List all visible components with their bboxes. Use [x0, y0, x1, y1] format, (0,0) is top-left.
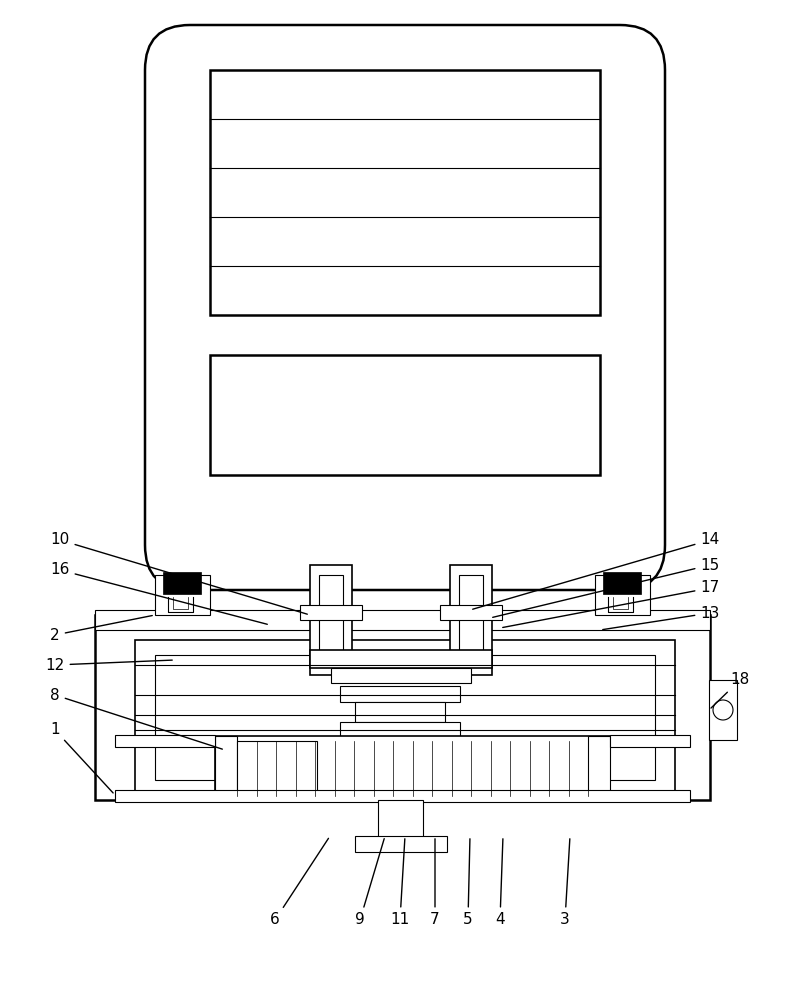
Text: 9: 9	[355, 839, 384, 928]
Bar	[115, 735, 215, 747]
Bar	[135, 640, 675, 795]
Bar	[300, 605, 362, 620]
Text: 15: 15	[493, 558, 720, 617]
Text: 7: 7	[430, 839, 440, 928]
Text: 14: 14	[473, 532, 720, 609]
Text: 3: 3	[560, 839, 570, 928]
Bar	[595, 575, 650, 615]
Bar	[378, 800, 423, 838]
Bar	[95, 610, 710, 630]
Bar	[588, 736, 610, 801]
Bar	[340, 722, 460, 736]
Text: 8: 8	[50, 688, 223, 749]
Bar	[355, 836, 447, 852]
Text: 11: 11	[391, 839, 410, 928]
Text: 13: 13	[603, 605, 720, 630]
Bar	[709, 680, 737, 740]
Text: 2: 2	[50, 616, 153, 643]
Bar	[210, 70, 600, 315]
Bar	[210, 355, 600, 475]
Text: 4: 4	[495, 839, 505, 928]
Bar	[95, 615, 710, 800]
Bar	[610, 735, 690, 747]
Text: 5: 5	[463, 839, 473, 928]
Bar	[440, 605, 502, 620]
Bar	[319, 575, 343, 665]
Bar	[603, 572, 641, 594]
FancyBboxPatch shape	[145, 25, 665, 590]
Bar	[310, 650, 492, 668]
Bar	[115, 790, 690, 802]
Bar	[155, 575, 210, 615]
Bar	[310, 565, 352, 675]
Text: 18: 18	[711, 672, 750, 708]
Bar	[155, 655, 655, 780]
Bar	[331, 668, 471, 683]
Text: 1: 1	[50, 722, 113, 793]
Bar	[355, 702, 445, 722]
Bar	[340, 686, 460, 702]
Text: 6: 6	[270, 838, 328, 928]
Bar	[459, 575, 483, 665]
Bar	[450, 565, 492, 675]
Text: 10: 10	[50, 532, 307, 614]
Text: 12: 12	[45, 658, 172, 672]
Bar	[163, 572, 201, 594]
Bar	[237, 741, 317, 796]
Circle shape	[713, 700, 733, 720]
Text: 16: 16	[50, 562, 267, 624]
Bar	[215, 736, 610, 801]
Text: 17: 17	[503, 580, 720, 627]
Bar	[215, 736, 237, 801]
